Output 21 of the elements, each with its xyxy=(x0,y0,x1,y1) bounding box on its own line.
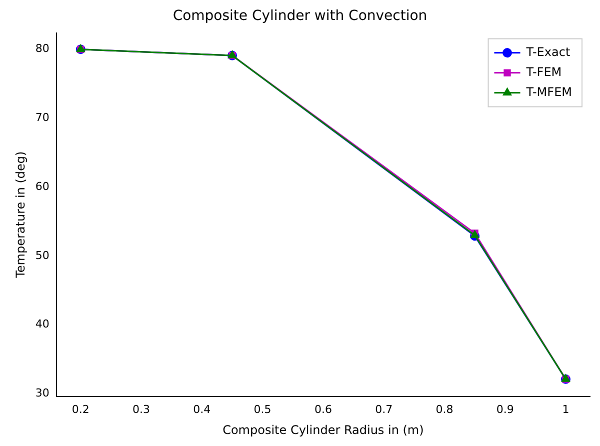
x-tick-label: 0.7 xyxy=(375,402,393,416)
y-tick-label: 60 xyxy=(35,180,50,193)
x-tick-label: 1 xyxy=(562,402,570,416)
chart-title: Composite Cylinder with Convection xyxy=(172,8,428,24)
legend-label: T-FEM xyxy=(525,64,562,79)
x-tick-label: 0.9 xyxy=(496,402,514,416)
x-tick-label: 0.2 xyxy=(72,402,90,416)
x-tick-label: 0.4 xyxy=(193,402,211,416)
y-tick-label: 50 xyxy=(35,248,50,262)
y-tick-label: 30 xyxy=(35,386,50,400)
x-tick-label: 0.5 xyxy=(254,402,272,416)
y-axis-title: Temperature in (deg) xyxy=(13,151,28,279)
legend-label: T-MFEM xyxy=(525,84,572,99)
x-axis-title: Composite Cylinder Radius in (m) xyxy=(222,422,424,437)
y-tick-label: 80 xyxy=(35,42,50,56)
x-tick-label: 0.6 xyxy=(314,402,332,416)
y-tick-label: 40 xyxy=(35,318,50,331)
x-tick-label: 0.8 xyxy=(436,402,454,416)
legend-label: T-Exact xyxy=(525,44,570,59)
x-tick-label: 0.3 xyxy=(132,402,150,416)
y-tick-label: 70 xyxy=(35,111,50,124)
